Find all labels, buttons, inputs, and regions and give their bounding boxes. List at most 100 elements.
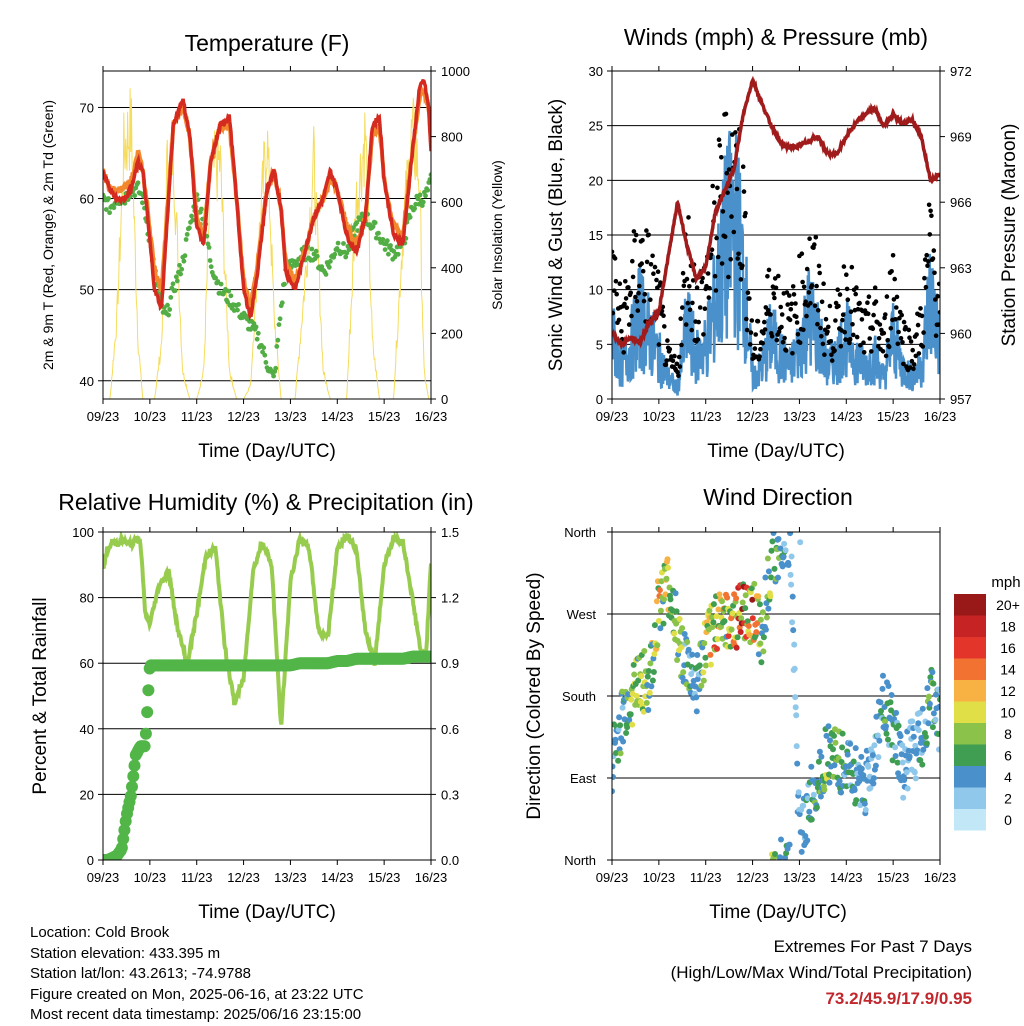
gust-point [936, 322, 940, 327]
gust-point [624, 305, 630, 311]
gust-point [869, 349, 874, 354]
humidity-grid [103, 597, 431, 795]
gust-point [772, 295, 777, 301]
gust-point [932, 270, 937, 276]
humidity-frame [102, 531, 432, 861]
legend-label: 20+ [996, 597, 1020, 613]
winds-left-axis-label: Sonic Wind & Gust (Blue, Black) [546, 99, 567, 371]
y-tick-label: South [562, 689, 596, 704]
direction-point [925, 693, 932, 700]
x-tick-label: 10/23 [643, 870, 676, 885]
gust-point [612, 288, 617, 294]
temperature-x-ticks: 09/23 10/23 11/23 12/23 13/23 14/23 15/23 16/23 [87, 66, 447, 424]
direction-point [793, 743, 800, 750]
x-tick-label: 09/23 [87, 870, 120, 885]
y-tick-label: 30 [589, 64, 603, 79]
gust-point [867, 336, 872, 341]
gust-point [922, 275, 927, 281]
gust-point [642, 291, 648, 297]
dewpoint-point [182, 253, 188, 259]
gust-point [635, 308, 641, 313]
gust-point [837, 292, 843, 297]
direction-point [850, 758, 857, 765]
direction-point [775, 574, 781, 581]
gust-point [842, 329, 847, 335]
direction-point [612, 736, 619, 743]
dewpoint-point [384, 238, 390, 244]
x-tick-label: 11/23 [181, 870, 213, 885]
direction-point [877, 699, 884, 706]
gust-point [901, 319, 907, 325]
gust-point [648, 262, 654, 267]
dewpoint-point [407, 214, 413, 220]
x-tick-label: 09/23 [596, 870, 629, 885]
direction-point [635, 677, 642, 684]
gust-point [741, 189, 747, 194]
gust-point [927, 232, 933, 237]
direction-point [725, 633, 732, 639]
gust-point [683, 322, 689, 327]
gust-point [735, 256, 740, 261]
direction-point [880, 672, 886, 679]
dewpoint-point [172, 288, 178, 293]
direction-point [756, 601, 763, 608]
direction-point [641, 648, 648, 654]
dewpoint-point [273, 365, 279, 371]
gust-point [926, 259, 931, 264]
gust-point [658, 280, 663, 285]
direction-point [778, 836, 784, 843]
dewpoint-point [351, 225, 356, 231]
station-pressure-line [612, 75, 940, 350]
gust-point [910, 347, 915, 353]
direction-point [637, 698, 644, 705]
gust-point [634, 299, 640, 304]
y-tick-label: 60 [80, 656, 94, 671]
legend-label: 18 [1000, 618, 1016, 634]
gust-point [914, 332, 919, 337]
gust-point [785, 302, 790, 307]
dewpoint-point [111, 205, 117, 211]
gust-point [612, 310, 616, 316]
direction-point [844, 751, 851, 758]
direction-point [694, 652, 701, 658]
direction-point [753, 629, 760, 636]
gust-point [641, 298, 647, 304]
gust-point [783, 348, 789, 353]
direction-point [665, 564, 671, 571]
gust-point [678, 316, 683, 322]
direction-point [729, 610, 736, 617]
gust-point [894, 294, 900, 300]
dewpoint-point [103, 207, 109, 212]
gust-point [921, 330, 926, 335]
rainfall-point [118, 824, 131, 837]
direction-point [749, 615, 756, 622]
station-latlon: Station lat/lon: 43.2613; -74.9788 [30, 965, 252, 982]
gust-point [720, 209, 726, 214]
gust-point [726, 167, 732, 172]
temperature-right-ticks: 0 200 400 600 800 1000 [431, 64, 470, 407]
gust-point [883, 353, 889, 359]
direction-point [787, 571, 794, 578]
direction-point [930, 680, 937, 687]
direction-point [693, 694, 700, 701]
direction-point [623, 730, 630, 736]
gust-point [913, 353, 919, 359]
direction-point [768, 547, 775, 554]
direction-xlabel: Time (Day/UTC) [709, 902, 847, 923]
gust-point [762, 327, 768, 332]
gust-point [768, 312, 773, 317]
gust-point [616, 317, 622, 323]
gust-point [724, 170, 730, 176]
y-tick-label: 0 [87, 853, 94, 868]
direction-point [789, 593, 796, 600]
direction-point [883, 730, 890, 737]
direction-point [932, 716, 939, 723]
direction-point [661, 596, 667, 603]
direction-point [901, 777, 908, 783]
legend-swatch [954, 594, 986, 616]
direction-point [830, 746, 836, 753]
gust-point [818, 325, 823, 331]
direction-point [797, 539, 804, 546]
gust-point [738, 277, 744, 282]
gust-point [779, 312, 785, 317]
